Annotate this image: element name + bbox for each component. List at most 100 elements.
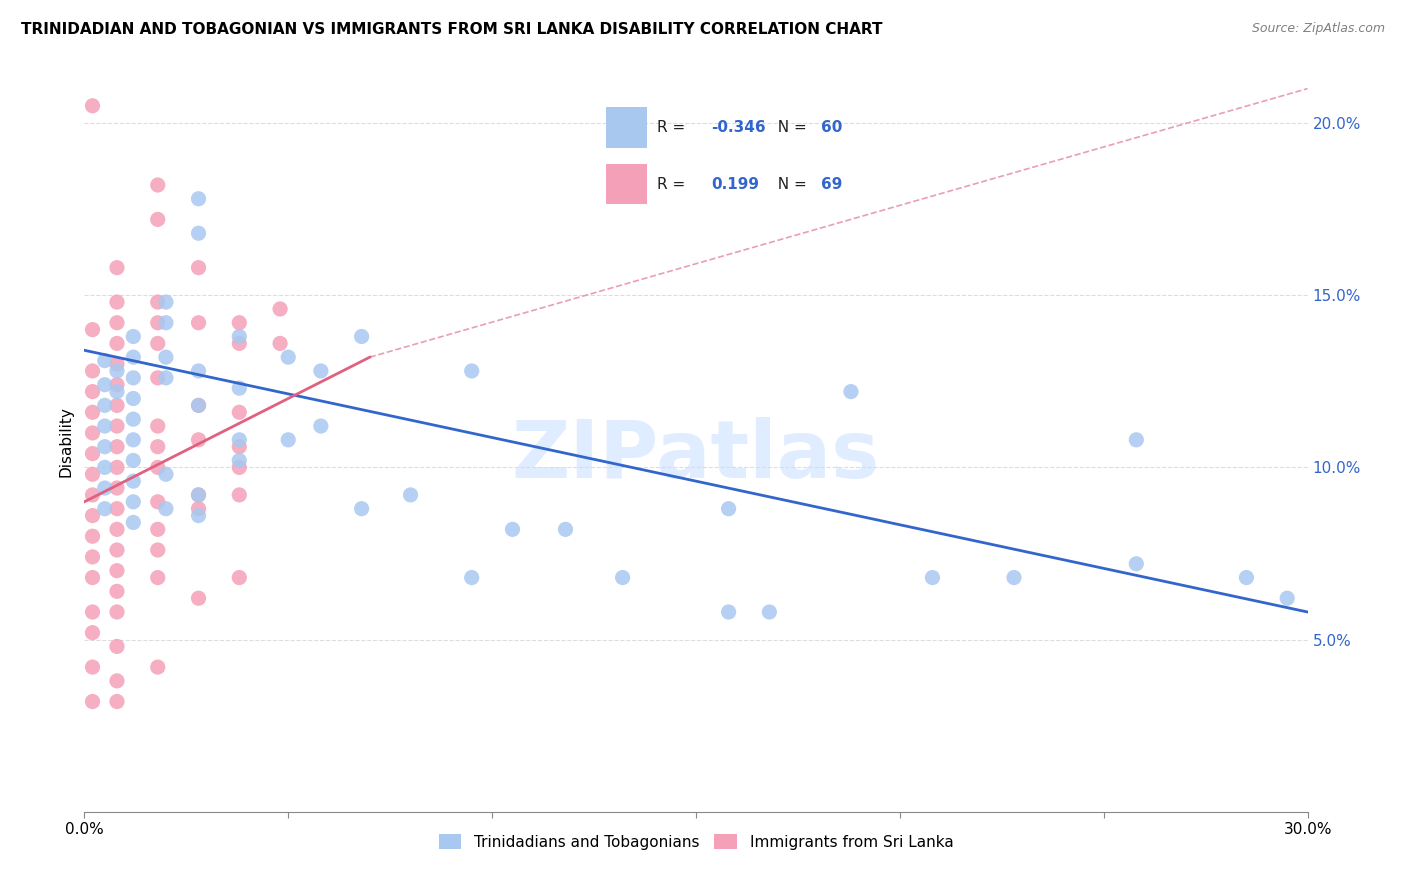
Point	[502, 522, 524, 536]
Point	[461, 570, 484, 584]
Point	[228, 453, 250, 467]
Point	[122, 495, 145, 509]
Point	[82, 625, 104, 640]
Point	[309, 364, 332, 378]
Point	[146, 440, 169, 454]
Point	[146, 660, 169, 674]
Point	[758, 605, 780, 619]
Point	[717, 501, 740, 516]
Point	[228, 440, 250, 454]
Point	[122, 412, 145, 426]
Point	[82, 384, 104, 399]
Point	[228, 460, 250, 475]
Point	[269, 301, 291, 316]
Point	[82, 425, 104, 440]
Point	[187, 501, 209, 516]
Point	[105, 440, 128, 454]
Point	[105, 364, 128, 378]
Point	[93, 481, 115, 495]
Point	[93, 353, 115, 368]
Point	[309, 419, 332, 434]
Point	[146, 295, 169, 310]
Point	[277, 350, 299, 364]
Point	[82, 488, 104, 502]
Point	[82, 447, 104, 461]
Point	[155, 350, 177, 364]
Point	[399, 488, 422, 502]
Point	[187, 488, 209, 502]
Point	[105, 543, 128, 558]
Point	[277, 433, 299, 447]
Legend: Trinidadians and Tobagonians, Immigrants from Sri Lanka: Trinidadians and Tobagonians, Immigrants…	[433, 828, 959, 856]
Text: TRINIDADIAN AND TOBAGONIAN VS IMMIGRANTS FROM SRI LANKA DISABILITY CORRELATION C: TRINIDADIAN AND TOBAGONIAN VS IMMIGRANTS…	[21, 22, 883, 37]
Point	[105, 564, 128, 578]
Point	[350, 501, 373, 516]
Point	[1125, 557, 1147, 571]
Point	[105, 605, 128, 619]
Point	[612, 570, 634, 584]
Point	[93, 440, 115, 454]
Point	[155, 501, 177, 516]
Point	[105, 357, 128, 371]
Point	[82, 694, 104, 708]
Point	[82, 364, 104, 378]
Point	[1236, 570, 1258, 584]
Point	[1125, 433, 1147, 447]
Point	[187, 398, 209, 412]
Point	[122, 453, 145, 467]
Point	[82, 660, 104, 674]
Point	[105, 501, 128, 516]
Point	[461, 364, 484, 378]
Point	[155, 467, 177, 482]
Point	[82, 467, 104, 482]
Point	[921, 570, 943, 584]
Point	[82, 323, 104, 337]
Point	[122, 392, 145, 406]
Point	[105, 522, 128, 536]
Point	[228, 570, 250, 584]
Point	[122, 350, 145, 364]
Text: ZIPatlas: ZIPatlas	[512, 417, 880, 495]
Point	[155, 295, 177, 310]
Point	[146, 371, 169, 385]
Point	[82, 508, 104, 523]
Point	[187, 364, 209, 378]
Point	[717, 605, 740, 619]
Point	[82, 549, 104, 564]
Point	[105, 295, 128, 310]
Point	[146, 495, 169, 509]
Point	[187, 260, 209, 275]
Point	[187, 192, 209, 206]
Point	[122, 474, 145, 488]
Point	[187, 226, 209, 240]
Point	[82, 570, 104, 584]
Point	[122, 329, 145, 343]
Point	[82, 605, 104, 619]
Point	[1002, 570, 1025, 584]
Point	[93, 398, 115, 412]
Point	[105, 481, 128, 495]
Point	[228, 381, 250, 395]
Point	[93, 460, 115, 475]
Point	[146, 212, 169, 227]
Text: Source: ZipAtlas.com: Source: ZipAtlas.com	[1251, 22, 1385, 36]
Point	[1277, 591, 1299, 606]
Point	[146, 570, 169, 584]
Point	[105, 419, 128, 434]
Point	[155, 316, 177, 330]
Point	[105, 336, 128, 351]
Point	[122, 516, 145, 530]
Point	[350, 329, 373, 343]
Point	[146, 336, 169, 351]
Point	[269, 336, 291, 351]
Point	[105, 673, 128, 688]
Point	[105, 640, 128, 654]
Point	[82, 99, 104, 113]
Point	[105, 460, 128, 475]
Point	[187, 488, 209, 502]
Point	[187, 316, 209, 330]
Point	[105, 316, 128, 330]
Point	[105, 260, 128, 275]
Point	[228, 488, 250, 502]
Point	[82, 529, 104, 543]
